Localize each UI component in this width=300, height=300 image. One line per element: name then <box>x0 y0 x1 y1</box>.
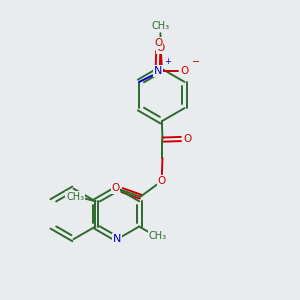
Text: N: N <box>113 234 122 244</box>
Text: O: O <box>158 176 166 186</box>
Text: N: N <box>154 66 162 76</box>
Text: CH₃: CH₃ <box>66 192 84 202</box>
Text: O: O <box>111 183 120 193</box>
Text: CH₃: CH₃ <box>151 21 169 31</box>
Text: O: O <box>180 66 188 76</box>
Text: +: + <box>164 57 171 66</box>
Text: O: O <box>157 43 165 53</box>
Text: −: − <box>192 57 200 67</box>
Text: CH₃: CH₃ <box>148 231 167 241</box>
Text: O: O <box>183 134 192 144</box>
Text: O: O <box>154 38 162 48</box>
